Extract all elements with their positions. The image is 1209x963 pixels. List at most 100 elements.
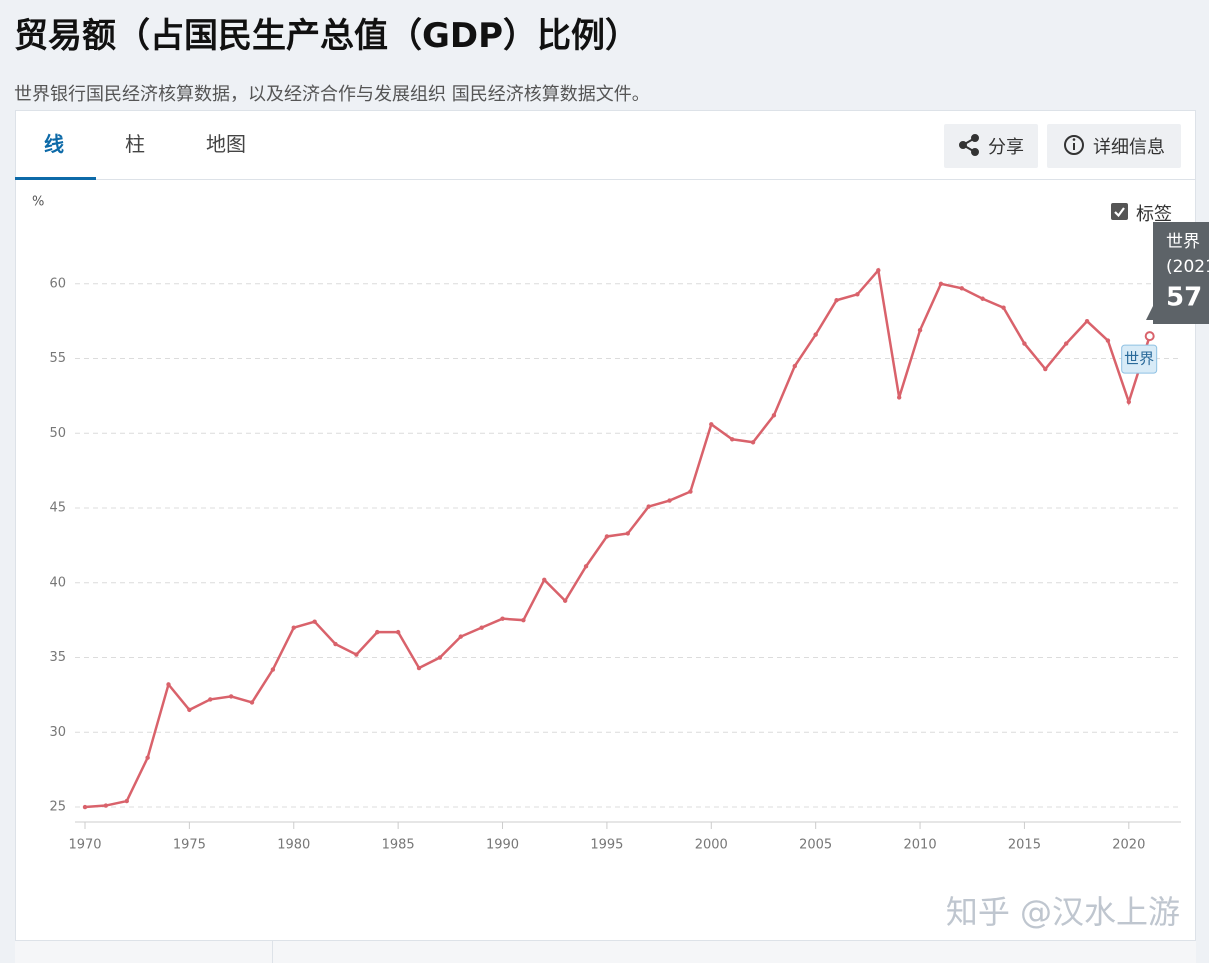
data-point [771, 413, 777, 418]
y-tick-label: 25 [49, 800, 66, 815]
data-point [1105, 338, 1111, 343]
data-point [270, 667, 276, 672]
x-tick-label: 2000 [695, 838, 728, 853]
data-point [1063, 341, 1069, 346]
data-point [583, 564, 589, 569]
tooltip-box [1153, 222, 1209, 324]
data-point [1001, 305, 1006, 310]
bottom-divider [272, 940, 273, 963]
data-point [458, 634, 463, 639]
data-point [709, 422, 714, 427]
x-tick-label: 2015 [1008, 838, 1041, 853]
tab-line[interactable]: 线 [44, 132, 64, 156]
data-point [1126, 399, 1132, 405]
tooltip-year: (2021 [1166, 257, 1209, 277]
y-unit: % [32, 195, 44, 210]
data-point [228, 694, 234, 699]
data-point [813, 332, 818, 337]
y-tick-label: 40 [49, 575, 66, 590]
tooltip-name: 世界 [1166, 232, 1200, 252]
y-tick-label: 50 [49, 426, 66, 441]
data-point [834, 298, 839, 303]
x-tick-label: 1970 [68, 838, 101, 853]
data-point [917, 327, 923, 333]
data-point [500, 616, 505, 621]
highlight-point [1144, 331, 1155, 342]
page-subtitle: 世界银行国民经济核算数据，以及经济合作与发展组织 国民经济核算数据文件。 [14, 84, 650, 105]
data-point [750, 440, 756, 445]
details-label: 详细信息 [1093, 137, 1165, 158]
data-point [187, 707, 192, 713]
data-point [792, 363, 797, 369]
data-point [145, 755, 150, 760]
x-tick-label: 1990 [486, 838, 519, 853]
data-point [354, 652, 359, 657]
data-point [82, 804, 88, 810]
x-tick-label: 1975 [173, 838, 206, 853]
data-point [416, 665, 422, 671]
series-label: 世界 [1124, 350, 1154, 368]
share-icon [959, 134, 979, 156]
data-point [124, 798, 129, 804]
bottom-strip [15, 940, 1196, 963]
data-point [625, 531, 630, 536]
tab-bar [15, 110, 1196, 180]
data-point [604, 534, 610, 539]
x-tick-label: 2020 [1112, 838, 1145, 853]
data-point [729, 437, 735, 442]
data-point [249, 700, 255, 705]
data-point [333, 641, 338, 647]
tab-indicator [15, 177, 96, 180]
data-point [980, 296, 985, 301]
y-tick-label: 45 [49, 501, 66, 516]
y-tick-label: 55 [49, 351, 66, 366]
data-point [437, 655, 443, 660]
data-point [208, 697, 213, 702]
label-checkbox[interactable] [1111, 203, 1128, 220]
tooltip-pointer [1146, 306, 1160, 320]
checkbox-label: 标签 [1136, 204, 1172, 225]
data-point [855, 292, 860, 297]
x-tick-label: 2010 [904, 838, 937, 853]
details-button[interactable]: 详细信息 [1047, 124, 1181, 168]
data-point [1084, 318, 1090, 324]
data-point [103, 803, 109, 808]
data-point [166, 682, 171, 687]
data-point [876, 268, 881, 273]
data-point [896, 395, 902, 400]
x-tick-label: 1985 [382, 838, 415, 853]
data-point [395, 629, 401, 635]
data-point [479, 625, 484, 630]
data-point [542, 577, 547, 583]
y-tick-label: 35 [49, 650, 66, 665]
data-point [562, 598, 568, 603]
x-tick-label: 2005 [799, 838, 832, 853]
data-point [646, 504, 651, 509]
tab-bar-chart[interactable]: 柱 [125, 132, 145, 156]
data-point [521, 617, 526, 623]
data-point [688, 489, 693, 494]
x-tick-label: 1980 [277, 838, 310, 853]
check-icon [1114, 207, 1125, 218]
tooltip-value: 57 [1166, 283, 1202, 313]
data-point [938, 281, 944, 286]
data-point [1022, 341, 1027, 346]
info-icon [1064, 135, 1084, 155]
y-tick-label: 30 [49, 725, 66, 740]
data-point [375, 629, 380, 635]
data-point [312, 619, 317, 624]
page-title: 贸易额（占国民生产总值（GDP）比例） [14, 16, 640, 56]
data-point [1043, 366, 1048, 372]
x-tick-label: 1995 [590, 838, 623, 853]
data-point [959, 286, 964, 291]
share-button[interactable]: 分享 [944, 124, 1038, 168]
share-label: 分享 [988, 137, 1024, 158]
series-label-box [1121, 344, 1158, 374]
data-point [291, 625, 296, 630]
watermark: 知乎 @汉水上游 [946, 893, 1180, 931]
series-line [84, 267, 1151, 809]
tab-map[interactable]: 地图 [206, 132, 246, 156]
data-point [667, 498, 672, 503]
